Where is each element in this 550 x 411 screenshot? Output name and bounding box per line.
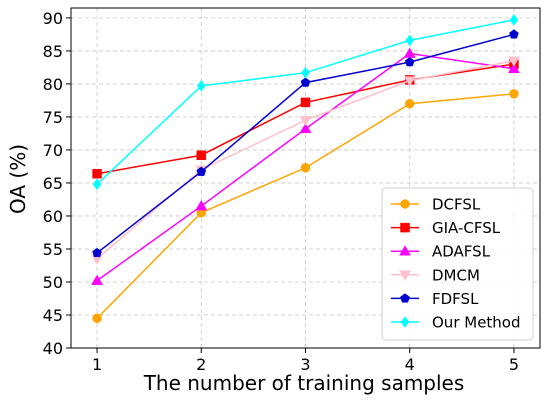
legend-label: ADAFSL bbox=[432, 243, 491, 261]
data-point bbox=[91, 274, 103, 285]
data-point bbox=[405, 34, 415, 47]
data-point bbox=[196, 79, 206, 92]
data-point bbox=[300, 77, 311, 87]
legend-label: GIA-CFSL bbox=[432, 219, 501, 237]
x-tick-label: 3 bbox=[300, 355, 310, 374]
legend-marker bbox=[400, 222, 410, 233]
legend-box bbox=[381, 187, 534, 341]
data-point bbox=[92, 178, 102, 191]
data-point bbox=[508, 62, 520, 73]
legend-item: GIA-CFSL bbox=[391, 219, 501, 237]
y-axis-ticks: 40 45 50 55 60 65 70 75 80 85 90 bbox=[43, 9, 71, 358]
data-point bbox=[299, 122, 312, 134]
data-point bbox=[509, 29, 519, 39]
y-tick-label: 60 bbox=[43, 207, 63, 226]
x-tick-label: 5 bbox=[509, 355, 519, 374]
data-point bbox=[196, 166, 207, 176]
legend-item: Our Method bbox=[391, 314, 521, 332]
legend-label: DMCM bbox=[432, 266, 480, 284]
legend-item: DMCM bbox=[391, 266, 480, 284]
legend-marker bbox=[399, 245, 411, 256]
y-axis-label: OA (%) bbox=[6, 144, 30, 214]
legend-label: DCFSL bbox=[432, 196, 481, 214]
legend-label: Our Method bbox=[432, 314, 521, 332]
data-point bbox=[403, 47, 416, 58]
y-tick-label: 70 bbox=[43, 141, 63, 160]
legend-item: ADAFSL bbox=[391, 243, 491, 261]
y-tick-label: 75 bbox=[43, 108, 63, 127]
x-axis-ticks: 1 2 3 4 5 bbox=[92, 348, 519, 374]
y-tick-label: 45 bbox=[43, 306, 63, 325]
y-tick-label: 65 bbox=[43, 174, 63, 193]
y-tick-label: 40 bbox=[43, 339, 63, 358]
legend-marker bbox=[399, 270, 411, 281]
x-tick-label: 2 bbox=[196, 355, 206, 374]
data-point bbox=[92, 247, 102, 258]
data-point bbox=[92, 313, 102, 324]
data-point bbox=[404, 57, 415, 67]
legend-marker bbox=[400, 293, 410, 303]
series-group bbox=[91, 13, 520, 324]
data-point bbox=[300, 97, 311, 108]
data-point bbox=[509, 89, 519, 99]
legend-marker bbox=[400, 316, 410, 328]
data-point bbox=[404, 98, 415, 109]
data-point bbox=[403, 76, 416, 87]
data-point bbox=[195, 200, 208, 211]
legend-item: DCFSL bbox=[391, 196, 481, 214]
x-tick-label: 4 bbox=[405, 355, 415, 374]
y-tick-label: 55 bbox=[43, 240, 63, 259]
data-point bbox=[299, 115, 312, 127]
legend-item: FDFSL bbox=[391, 290, 479, 308]
data-point bbox=[300, 163, 311, 173]
data-point bbox=[301, 66, 310, 79]
legend: DCFSL GIA-CFSL ADAFSL DMCM FDFSL Our Method bbox=[381, 187, 534, 341]
y-tick-label: 80 bbox=[43, 75, 63, 94]
y-tick-label: 85 bbox=[43, 42, 63, 61]
legend-marker bbox=[400, 199, 410, 209]
data-point bbox=[508, 56, 520, 67]
y-tick-label: 50 bbox=[43, 273, 63, 292]
x-axis-label: The number of training samples bbox=[143, 371, 465, 395]
x-tick-label: 1 bbox=[92, 355, 102, 374]
series-our-method bbox=[92, 13, 519, 191]
data-point bbox=[92, 168, 102, 179]
legend-label: FDFSL bbox=[432, 290, 479, 308]
series-fdfsl bbox=[92, 29, 519, 258]
series-dcfsl bbox=[92, 89, 519, 324]
y-tick-label: 90 bbox=[43, 9, 63, 28]
series-adafsl bbox=[91, 47, 520, 285]
data-point bbox=[509, 13, 519, 26]
data-point bbox=[196, 150, 207, 160]
